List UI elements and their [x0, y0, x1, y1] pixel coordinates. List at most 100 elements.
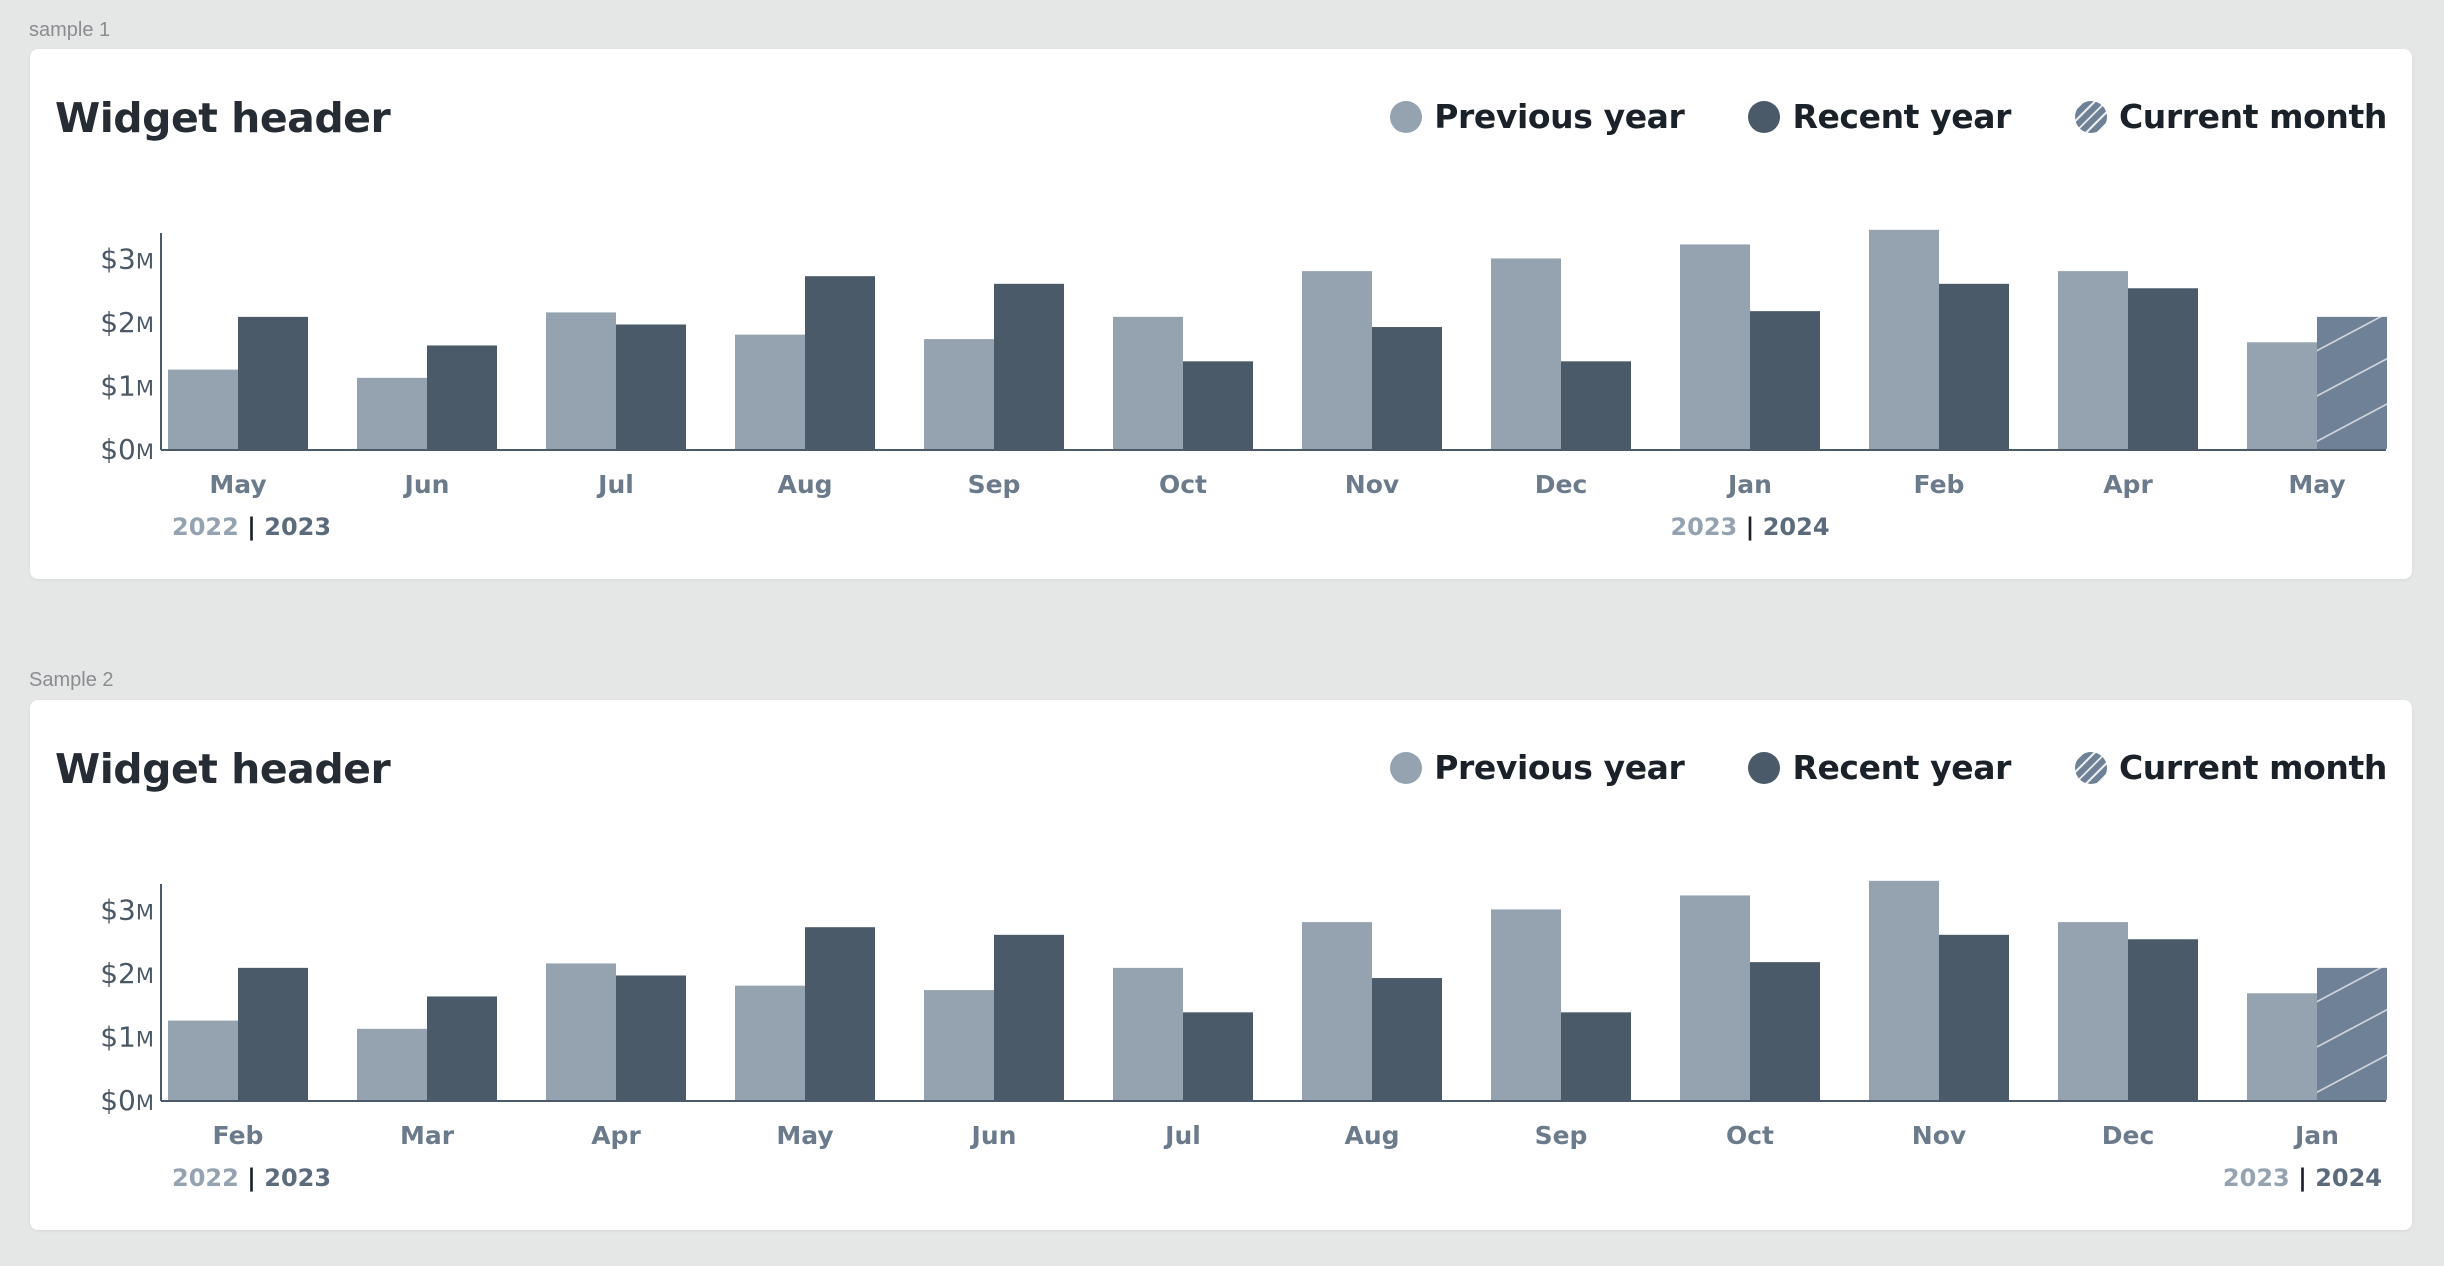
bar-recent-year[interactable]	[1750, 962, 1820, 1100]
bar-recent-year[interactable]	[427, 345, 497, 449]
bar-previous-year[interactable]	[546, 963, 616, 1100]
bar-recent-year[interactable]	[427, 996, 497, 1100]
x-tick-label: Feb	[213, 1121, 264, 1150]
x-tick-label: May	[2288, 470, 2345, 499]
legend-label: Previous year	[1434, 97, 1685, 136]
x-tick-label: May	[776, 1121, 833, 1150]
legend-item-previous-year[interactable]: Previous year	[1390, 748, 1685, 787]
bar-recent-year[interactable]	[1183, 1012, 1253, 1100]
bar-previous-year[interactable]	[1113, 316, 1183, 449]
bar-previous-year[interactable]	[1302, 271, 1372, 449]
bar-recent-year[interactable]	[994, 283, 1064, 449]
bar-chart: $0M $1M $2M $3M May Jun Jul Aug Sep Oct Nov Dec Jan F…	[100, 229, 2387, 541]
current-month-swatch-icon	[2074, 100, 2107, 133]
x-tick-label: Jan	[1726, 470, 1772, 499]
bar-previous-year[interactable]	[168, 369, 238, 449]
y-tick-label: $0M	[100, 433, 154, 466]
bar-recent-year[interactable]	[616, 324, 686, 449]
bar-recent-year[interactable]	[2128, 288, 2198, 449]
previous-year-swatch-icon	[1390, 100, 1423, 133]
bar-previous-year[interactable]	[924, 339, 994, 449]
legend-item-recent-year[interactable]: Recent year	[1748, 97, 2011, 136]
chart-legend: Previous year Recent year Current month	[1326, 97, 2387, 136]
bar-recent-year[interactable]	[994, 934, 1064, 1100]
x-tick-label: Apr	[2103, 470, 2153, 499]
bar-previous-year[interactable]	[924, 990, 994, 1100]
bar-previous-year[interactable]	[1113, 967, 1183, 1100]
widget-card-2: Widget header Previous year Recent year …	[30, 700, 2412, 1230]
legend-item-current-month[interactable]: Current month	[2074, 97, 2387, 136]
bar-recent-year[interactable]	[1561, 361, 1631, 449]
x-tick-label: Oct	[1159, 470, 1207, 499]
x-tick-label: Aug	[777, 470, 832, 499]
current-month-swatch-icon	[2074, 751, 2107, 784]
year-range-label: 2023 | 2024	[2223, 1164, 2382, 1192]
widget-card-1: Widget header Previous year Recent year …	[30, 49, 2412, 579]
y-tick-label: $1M	[100, 1020, 154, 1053]
bar-current-month[interactable]	[2317, 316, 2387, 449]
x-tick-label: Dec	[2102, 1121, 2155, 1150]
bar-recent-year[interactable]	[1939, 283, 2009, 449]
bar-previous-year[interactable]	[1302, 922, 1372, 1100]
x-tick-label: Apr	[591, 1121, 641, 1150]
legend-label: Recent year	[1792, 97, 2011, 136]
legend-item-recent-year[interactable]: Recent year	[1748, 748, 2011, 787]
bar-recent-year[interactable]	[805, 276, 875, 449]
x-tick-label: Jun	[970, 1121, 1017, 1150]
x-tick-label: Sep	[968, 470, 1021, 499]
bar-recent-year[interactable]	[1561, 1012, 1631, 1100]
x-tick-label: Mar	[400, 1121, 455, 1150]
bar-previous-year[interactable]	[1491, 909, 1561, 1100]
bar-recent-year[interactable]	[1183, 361, 1253, 449]
bar-previous-year[interactable]	[2058, 922, 2128, 1100]
x-tick-label: Dec	[1535, 470, 1588, 499]
bar-previous-year[interactable]	[1680, 244, 1750, 449]
year-range-label: 2022 | 2023	[172, 513, 331, 541]
legend-label: Current month	[2118, 748, 2387, 787]
bar-previous-year[interactable]	[2247, 993, 2317, 1100]
x-tick-label: Feb	[1914, 470, 1965, 499]
x-tick-label: Jul	[596, 470, 634, 499]
bar-previous-year[interactable]	[1869, 229, 1939, 449]
bar-previous-year[interactable]	[735, 985, 805, 1100]
bar-recent-year[interactable]	[238, 967, 308, 1100]
x-tick-label: Jul	[1163, 1121, 1201, 1150]
bar-previous-year[interactable]	[357, 377, 427, 449]
x-tick-label: Sep	[1535, 1121, 1588, 1150]
bar-recent-year[interactable]	[1372, 978, 1442, 1100]
year-range-label: 2022 | 2023	[172, 1164, 331, 1192]
legend-item-previous-year[interactable]: Previous year	[1390, 97, 1685, 136]
legend-label: Current month	[2118, 97, 2387, 136]
bar-previous-year[interactable]	[1869, 880, 1939, 1100]
chart-legend: Previous year Recent year Current month	[1326, 748, 2387, 787]
legend-label: Recent year	[1792, 748, 2011, 787]
bar-previous-year[interactable]	[546, 312, 616, 449]
y-tick-label: $2M	[100, 957, 154, 990]
bar-current-month[interactable]	[2317, 967, 2387, 1100]
bar-recent-year[interactable]	[2128, 939, 2198, 1100]
y-tick-label: $2M	[100, 306, 154, 339]
widget-header-title: Widget header	[55, 745, 391, 793]
bar-recent-year[interactable]	[238, 316, 308, 449]
bar-recent-year[interactable]	[1372, 327, 1442, 449]
x-tick-label: Jun	[403, 470, 450, 499]
bar-recent-year[interactable]	[805, 927, 875, 1100]
bar-previous-year[interactable]	[2247, 342, 2317, 449]
bar-previous-year[interactable]	[2058, 271, 2128, 449]
x-tick-label: Nov	[1912, 1121, 1966, 1150]
sample-1-label: sample 1	[29, 19, 111, 41]
bar-recent-year[interactable]	[1750, 311, 1820, 449]
bar-previous-year[interactable]	[168, 1020, 238, 1100]
bar-recent-year[interactable]	[616, 975, 686, 1100]
bar-recent-year[interactable]	[1939, 934, 2009, 1100]
year-range-label: 2023 | 2024	[1670, 513, 1829, 541]
bar-previous-year[interactable]	[357, 1028, 427, 1100]
y-tick-label: $3M	[100, 242, 154, 275]
bar-previous-year[interactable]	[735, 334, 805, 449]
recent-year-swatch-icon	[1748, 751, 1781, 784]
y-tick-label: $1M	[100, 369, 154, 402]
legend-item-current-month[interactable]: Current month	[2074, 748, 2387, 787]
bar-previous-year[interactable]	[1680, 895, 1750, 1100]
previous-year-swatch-icon	[1390, 751, 1423, 784]
bar-previous-year[interactable]	[1491, 258, 1561, 449]
